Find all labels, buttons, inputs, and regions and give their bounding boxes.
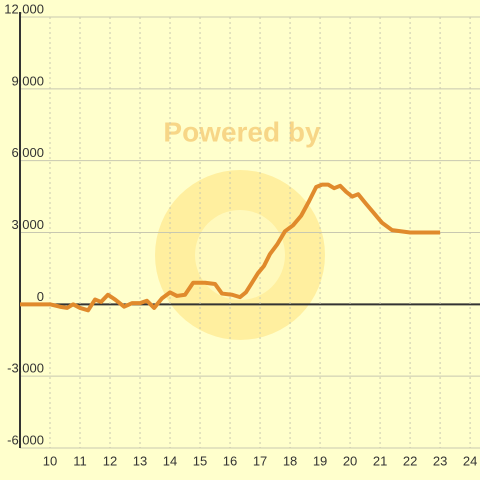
x-tick-label: 16 bbox=[223, 453, 237, 468]
watermark-logo bbox=[155, 170, 325, 340]
x-tick-label: 24 bbox=[463, 453, 477, 468]
y-tick-label: 3,000 bbox=[11, 217, 44, 232]
x-tick-label: 14 bbox=[163, 453, 177, 468]
x-tick-label: 20 bbox=[343, 453, 357, 468]
x-tick-label: 15 bbox=[193, 453, 207, 468]
x-tick-label: 18 bbox=[283, 453, 297, 468]
x-tick-label: 17 bbox=[253, 453, 267, 468]
x-tick-label: 21 bbox=[373, 453, 387, 468]
x-tick-label: 11 bbox=[73, 453, 87, 468]
line bbox=[20, 182, 441, 313]
x-tick-label: 23 bbox=[433, 453, 447, 468]
x-tick-label: 19 bbox=[313, 453, 327, 468]
y-tick-label: 9,000 bbox=[11, 73, 44, 88]
x-tick-label: 22 bbox=[403, 453, 417, 468]
x-tick-label: 12 bbox=[103, 453, 117, 468]
y-tick-label: 6,000 bbox=[11, 145, 44, 160]
y-tick-label: -3,000 bbox=[7, 361, 44, 376]
y-tick-label: 12,000 bbox=[4, 1, 44, 16]
y-tick-label: 0 bbox=[37, 289, 44, 304]
y-tick-label: -6,000 bbox=[7, 432, 44, 447]
x-tick-label: 13 bbox=[133, 453, 147, 468]
x-tick-label: 10 bbox=[43, 453, 57, 468]
watermark: Powered by bbox=[163, 116, 321, 147]
